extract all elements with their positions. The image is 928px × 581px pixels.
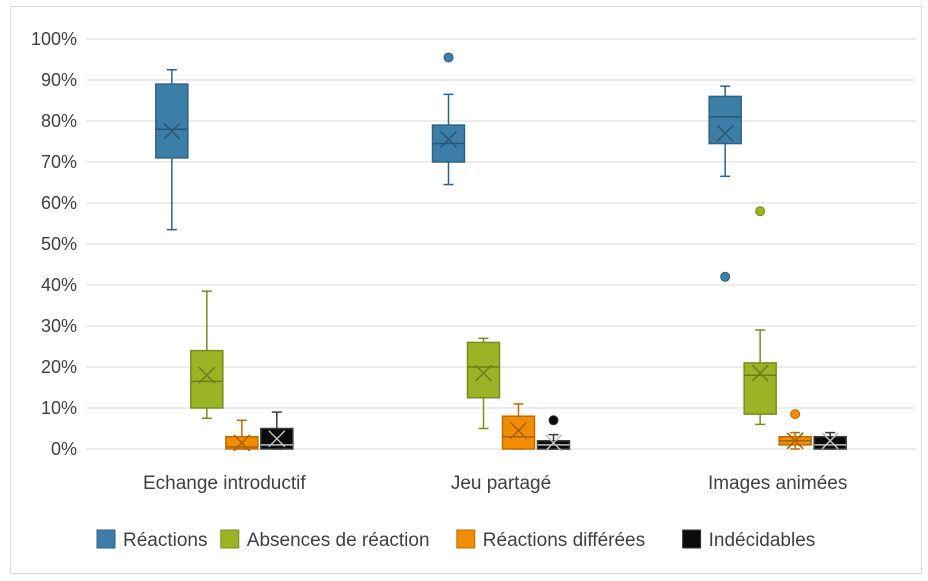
mean-marker [474,364,493,382]
legend-item: Réactions différées [456,529,645,551]
outlier-point [790,409,801,420]
y-tick-label: 30% [41,316,77,336]
y-tick-label: 10% [41,398,77,418]
legend-swatch [220,529,240,549]
mean-marker [268,430,286,448]
legend-label: Réactions [123,530,208,551]
box-iqr [501,415,536,450]
legend-swatch [96,529,116,549]
chart-frame: 0% 10% 20% 30% 40% 50% 60% 70% 80% 90% 100% Echang… [10,6,922,574]
y-tick-label: 60% [41,193,77,213]
legend-label: Absences de réaction [247,530,430,551]
y-tick-label: 70% [41,152,77,172]
outlier-point [548,415,559,426]
mean-marker [198,366,216,384]
legend-label: Réactions différées [483,530,645,551]
x-category-label: Images animées [708,473,847,494]
legend-swatch [456,529,476,549]
box-Indécidables-Echange introductif [260,411,294,450]
x-category-label: Echange introductif [143,473,306,494]
box-iqr [190,349,224,409]
box-Réactions-Images animées [708,85,742,282]
box-plot-series [155,52,847,452]
box-Réactions différées-Jeu partagé [501,403,536,450]
legend-item: Indécidables [682,529,816,551]
legend: Réactions Absences de réaction Réactions d… [96,529,816,551]
box-Absences de réaction-Echange introductif [190,290,224,419]
box-Réactions différées-Images animées [778,409,812,450]
y-tick-label: 0% [51,439,77,459]
gridlines [86,38,916,450]
mean-marker [163,122,181,140]
mean-marker [439,130,458,148]
box-iqr [708,95,742,145]
legend-item: Réactions [96,529,208,551]
mean-marker [233,434,251,452]
mean-marker [786,432,804,450]
y-tick-label: 40% [41,275,77,295]
y-tick-label: 90% [41,70,77,90]
box-Absences de réaction-Jeu partagé [466,337,501,430]
box-iqr [466,341,501,399]
legend-label: Indécidables [709,530,816,551]
outlier-point [720,271,731,282]
outlier-point [755,206,766,217]
outlier-point [443,52,454,63]
box-iqr [743,362,777,415]
mean-marker [821,432,839,450]
box-Absences de réaction-Images animées [743,206,777,426]
y-tick-label: 20% [41,357,77,377]
y-tick-label: 50% [41,234,77,254]
box-Réactions-Jeu partagé [431,52,466,186]
mean-marker [544,434,563,452]
mean-marker [751,364,769,382]
legend-swatch [682,529,702,549]
x-axis-category-labels: Echange introductif Jeu partagé Images ani… [143,473,847,494]
mean-marker [716,124,734,142]
mean-marker [509,422,528,440]
box-Indécidables-Jeu partagé [536,415,571,452]
x-category-label: Jeu partagé [451,473,551,494]
legend-item: Absences de réaction [220,529,430,551]
box-plot-chart: 0% 10% 20% 30% 40% 50% 60% 70% 80% 90% 100% Echang… [31,29,916,551]
y-tick-label: 80% [41,111,77,131]
box-Réactions différées-Echange introductif [225,419,259,452]
y-axis-tick-labels: 0% 10% 20% 30% 40% 50% 60% 70% 80% 90% 100% [31,29,77,459]
box-Indécidables-Images animées [813,431,847,450]
y-tick-label: 100% [31,29,77,49]
box-iqr [155,83,189,159]
box-Réactions-Echange introductif [155,69,189,231]
box-iqr [813,435,847,450]
